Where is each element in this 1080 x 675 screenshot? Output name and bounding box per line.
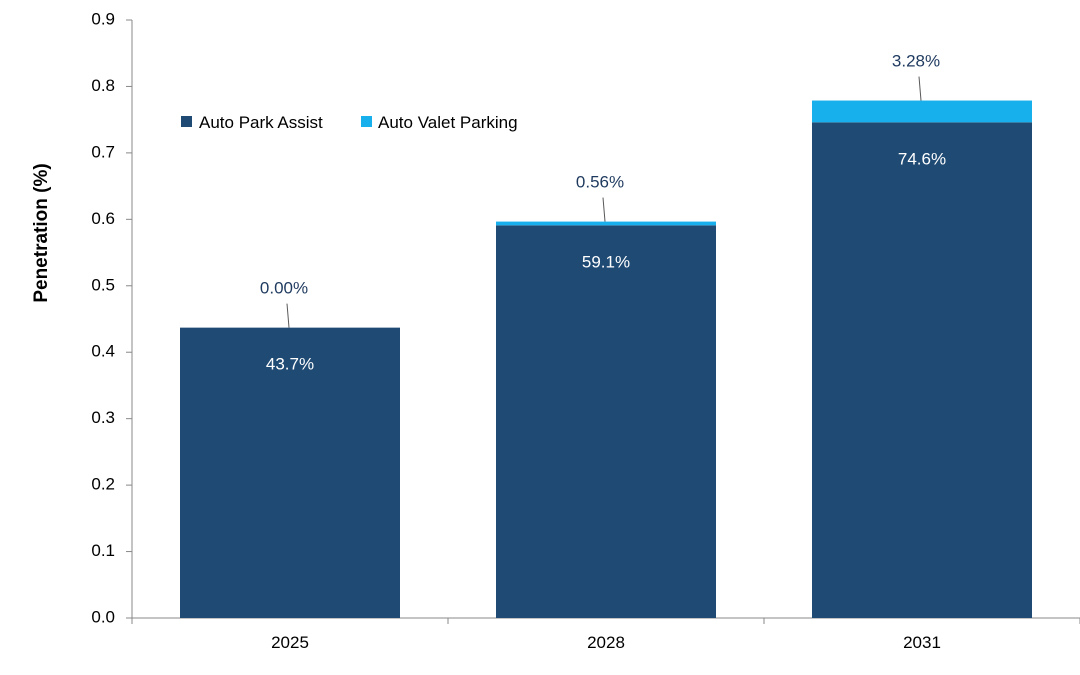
leader-line bbox=[602, 197, 606, 222]
data-label-auto-park-assist: 59.1% bbox=[582, 252, 630, 271]
data-label-auto-valet-parking: 0.00% bbox=[260, 279, 308, 298]
data-label-auto-valet-parking: 3.28% bbox=[892, 52, 940, 71]
data-label-auto-park-assist: 43.7% bbox=[266, 355, 314, 374]
data-label-auto-valet-parking: 0.56% bbox=[576, 173, 624, 192]
y-tick-label: 0.8 bbox=[91, 76, 115, 95]
y-tick-label: 0.6 bbox=[91, 209, 115, 228]
x-tick-label: 2031 bbox=[903, 633, 941, 652]
leader-line bbox=[286, 303, 290, 328]
y-tick-label: 0.2 bbox=[91, 475, 115, 494]
plot-area: 0.0 0.1 0.2 0.3 0.4 0.5 0.6 0.7 0.8 0.9 43.7% 0.00%… bbox=[91, 9, 1080, 652]
x-tick-label: 2025 bbox=[271, 633, 309, 652]
legend: Auto Park Assist Auto Valet Parking bbox=[181, 113, 518, 132]
y-tick-label: 0.5 bbox=[91, 275, 115, 294]
bar-auto-valet-parking bbox=[812, 100, 1032, 123]
legend-swatch-auto-park-assist bbox=[181, 116, 192, 127]
y-axis-title: Penetration (%) bbox=[31, 163, 52, 302]
legend-swatch-auto-valet-parking bbox=[361, 116, 372, 127]
leader-line bbox=[918, 76, 922, 101]
x-tick-label: 2028 bbox=[587, 633, 625, 652]
data-label-auto-park-assist: 74.6% bbox=[898, 149, 946, 168]
legend-label-auto-park-assist: Auto Park Assist bbox=[199, 113, 323, 132]
y-tick-label: 0.9 bbox=[91, 9, 115, 28]
bar-auto-valet-parking bbox=[496, 221, 716, 226]
y-tick-label: 0.3 bbox=[91, 408, 115, 427]
y-tick-label: 0.4 bbox=[91, 342, 115, 361]
bar-auto-park-assist bbox=[496, 225, 716, 618]
legend-label-auto-valet-parking: Auto Valet Parking bbox=[378, 113, 518, 132]
y-tick-label: 0.0 bbox=[91, 607, 115, 626]
bar-auto-park-assist bbox=[812, 122, 1032, 618]
y-tick-label: 0.1 bbox=[91, 541, 115, 560]
bar-auto-park-assist bbox=[180, 327, 400, 618]
y-tick-label: 0.7 bbox=[91, 142, 115, 161]
